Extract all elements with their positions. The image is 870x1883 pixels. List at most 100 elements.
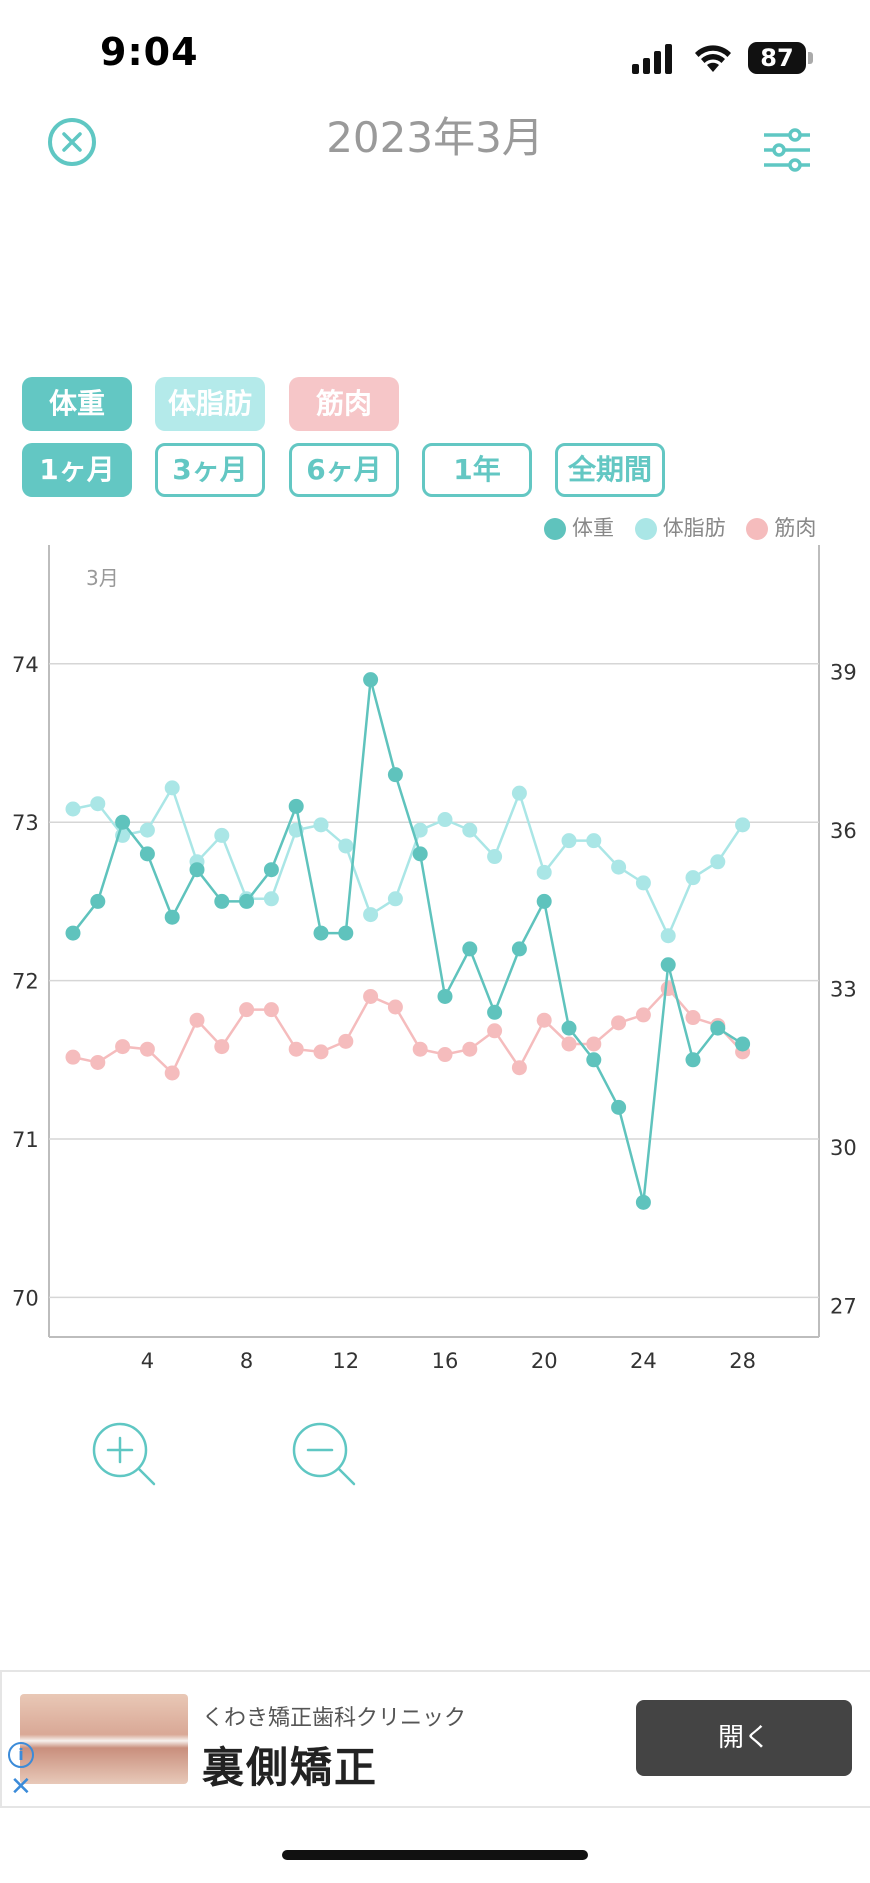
data-point-weight[interactable]: [164, 909, 180, 925]
data-point-muscle[interactable]: [536, 1012, 552, 1028]
data-point-body-fat[interactable]: [462, 822, 478, 838]
data-point-muscle[interactable]: [487, 1023, 503, 1039]
data-point-muscle[interactable]: [635, 1007, 651, 1023]
zoom-in-button[interactable]: [88, 1418, 168, 1498]
data-point-weight[interactable]: [214, 893, 230, 909]
tab-weight[interactable]: 体重: [22, 377, 132, 431]
data-point-body-fat[interactable]: [363, 907, 379, 923]
data-point-weight[interactable]: [511, 941, 527, 957]
data-point-body-fat[interactable]: [685, 870, 701, 886]
data-point-muscle[interactable]: [115, 1039, 131, 1055]
data-point-body-fat[interactable]: [263, 891, 279, 907]
data-point-muscle[interactable]: [462, 1041, 478, 1057]
data-point-weight[interactable]: [363, 672, 379, 688]
ad-info-icon[interactable]: i: [8, 1742, 34, 1768]
ad-open-button[interactable]: 開く: [636, 1700, 852, 1776]
data-point-body-fat[interactable]: [164, 780, 180, 796]
data-point-body-fat[interactable]: [635, 875, 651, 891]
ad-image[interactable]: [20, 1694, 188, 1784]
data-point-weight[interactable]: [735, 1036, 751, 1052]
data-point-weight[interactable]: [90, 893, 106, 909]
tab-muscle[interactable]: 筋肉: [289, 377, 399, 431]
series-layer: [65, 672, 751, 1210]
data-point-body-fat[interactable]: [586, 833, 602, 849]
data-point-muscle[interactable]: [561, 1036, 577, 1052]
data-point-muscle[interactable]: [412, 1041, 428, 1057]
data-point-muscle[interactable]: [65, 1049, 81, 1065]
data-point-muscle[interactable]: [214, 1039, 230, 1055]
data-point-body-fat[interactable]: [412, 822, 428, 838]
ad-close-icon[interactable]: ✕: [10, 1772, 32, 1802]
data-point-muscle[interactable]: [511, 1060, 527, 1076]
data-point-weight[interactable]: [412, 846, 428, 862]
data-point-muscle[interactable]: [164, 1065, 180, 1081]
data-point-muscle[interactable]: [437, 1047, 453, 1063]
data-point-body-fat[interactable]: [139, 822, 155, 838]
data-point-weight[interactable]: [561, 1020, 577, 1036]
ad-banner[interactable]: くわき矯正歯科クリニック 裏側矯正 開く i ✕: [0, 1670, 870, 1808]
data-point-weight[interactable]: [65, 925, 81, 941]
battery-tip: [808, 52, 813, 64]
data-point-weight[interactable]: [685, 1052, 701, 1068]
data-point-weight[interactable]: [462, 941, 478, 957]
data-point-weight[interactable]: [313, 925, 329, 941]
data-point-weight[interactable]: [239, 893, 255, 909]
data-point-body-fat[interactable]: [536, 864, 552, 880]
data-point-muscle[interactable]: [586, 1036, 602, 1052]
data-point-weight[interactable]: [288, 798, 304, 814]
data-point-muscle[interactable]: [90, 1054, 106, 1070]
data-point-body-fat[interactable]: [214, 827, 230, 843]
data-point-weight[interactable]: [487, 1004, 503, 1020]
data-point-weight[interactable]: [586, 1052, 602, 1068]
data-point-body-fat[interactable]: [338, 838, 354, 854]
data-point-muscle[interactable]: [685, 1010, 701, 1026]
data-point-body-fat[interactable]: [487, 849, 503, 865]
tab-period-all[interactable]: 全期間: [555, 443, 665, 497]
data-point-muscle[interactable]: [387, 999, 403, 1015]
data-point-muscle[interactable]: [338, 1033, 354, 1049]
data-point-body-fat[interactable]: [710, 854, 726, 870]
data-point-weight[interactable]: [387, 767, 403, 783]
data-point-muscle[interactable]: [189, 1012, 205, 1028]
data-point-muscle[interactable]: [139, 1041, 155, 1057]
y-right-tick-label: 39: [830, 661, 857, 685]
y-left-tick-label: 73: [12, 811, 39, 835]
weight-chart[interactable]: 3月 70 71 72 73 74 27 30 33 36 39 4 8 12 16 20 24 28: [0, 540, 870, 1370]
data-point-weight[interactable]: [660, 957, 676, 973]
data-point-weight[interactable]: [189, 862, 205, 878]
tab-period-3-months[interactable]: 3ヶ月: [155, 443, 265, 497]
data-point-body-fat[interactable]: [660, 928, 676, 944]
data-point-muscle[interactable]: [313, 1044, 329, 1060]
data-point-weight[interactable]: [437, 988, 453, 1004]
data-point-weight[interactable]: [139, 846, 155, 862]
close-button[interactable]: [48, 118, 96, 166]
tab-period-6-months[interactable]: 6ヶ月: [289, 443, 399, 497]
data-point-body-fat[interactable]: [313, 817, 329, 833]
legend-dot-weight: [544, 518, 566, 540]
data-point-muscle[interactable]: [239, 1002, 255, 1018]
tab-body-fat[interactable]: 体脂肪: [155, 377, 265, 431]
data-point-weight[interactable]: [536, 893, 552, 909]
data-point-body-fat[interactable]: [611, 859, 627, 875]
data-point-muscle[interactable]: [288, 1041, 304, 1057]
data-point-body-fat[interactable]: [561, 833, 577, 849]
data-point-body-fat[interactable]: [511, 785, 527, 801]
data-point-body-fat[interactable]: [65, 801, 81, 817]
data-point-weight[interactable]: [710, 1020, 726, 1036]
data-point-body-fat[interactable]: [90, 796, 106, 812]
data-point-body-fat[interactable]: [735, 817, 751, 833]
data-point-weight[interactable]: [635, 1194, 651, 1210]
data-point-muscle[interactable]: [263, 1002, 279, 1018]
tab-period-1-month[interactable]: 1ヶ月: [22, 443, 132, 497]
data-point-body-fat[interactable]: [437, 812, 453, 828]
data-point-weight[interactable]: [263, 862, 279, 878]
data-point-weight[interactable]: [611, 1099, 627, 1115]
data-point-muscle[interactable]: [611, 1015, 627, 1031]
data-point-weight[interactable]: [338, 925, 354, 941]
filter-settings-button[interactable]: [762, 128, 812, 172]
data-point-muscle[interactable]: [363, 988, 379, 1004]
data-point-weight[interactable]: [115, 814, 131, 830]
zoom-out-button[interactable]: [288, 1418, 368, 1498]
data-point-body-fat[interactable]: [387, 891, 403, 907]
tab-period-1-year[interactable]: 1年: [422, 443, 532, 497]
